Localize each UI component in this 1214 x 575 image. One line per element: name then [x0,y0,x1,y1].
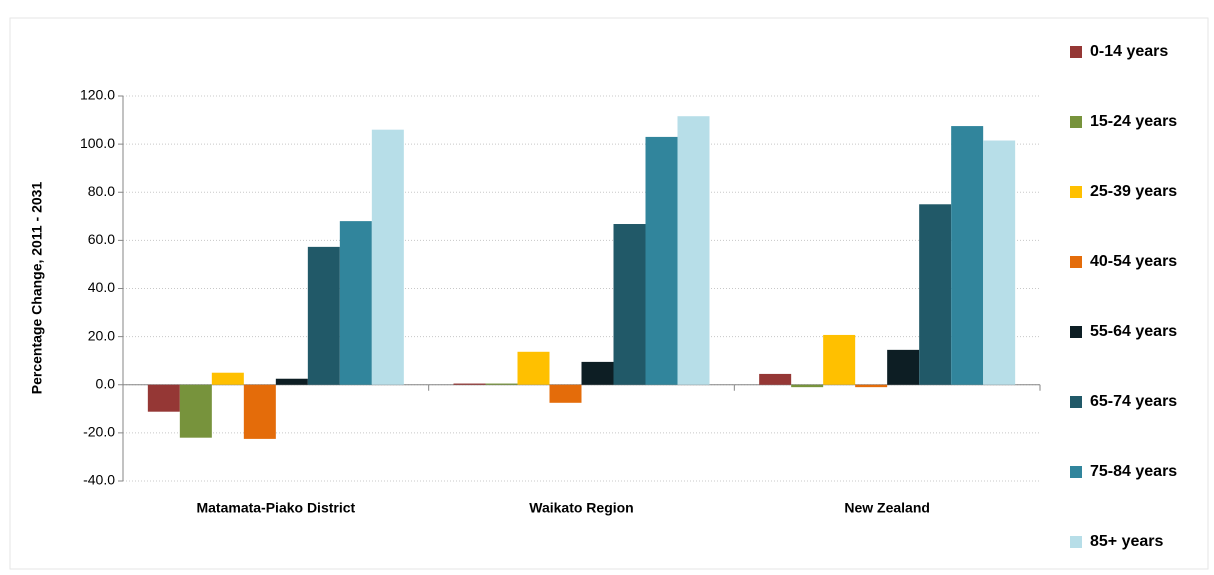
y-tick-label: 20.0 [88,327,115,343]
bar [677,116,710,385]
legend-label: 40-54 years [1090,253,1177,270]
x-tick-label: Waikato Region [529,500,634,516]
legend-swatch [1070,256,1082,268]
bar [951,126,984,385]
legend-swatch [1070,396,1082,408]
legend-label: 65-74 years [1090,393,1177,410]
bar [613,224,646,385]
bar [211,372,244,385]
legend-label: 25-39 years [1090,183,1177,200]
legend-label: 0-14 years [1090,43,1168,60]
bar [791,384,824,388]
bar [759,373,792,385]
legend-swatch [1070,116,1082,128]
bar [887,349,920,385]
bar [179,384,212,438]
bar [645,136,678,385]
y-tick-label: 100.0 [80,135,115,151]
y-tick-label: -20.0 [83,424,115,440]
legend-swatch [1070,466,1082,478]
x-tick-label: New Zealand [844,500,930,516]
y-tick-label: 60.0 [88,231,115,247]
bar [339,221,372,385]
bar [275,378,308,385]
legend-swatch [1070,186,1082,198]
y-tick-label: -40.0 [83,472,115,488]
bar [307,246,340,385]
bar [855,384,888,388]
y-axis-title: Percentage Change, 2011 - 2031 [29,182,45,395]
bar [919,204,952,385]
x-tick-label: Matamata-Piako District [196,500,355,516]
legend-swatch [1070,46,1082,58]
legend-label: 85+ years [1090,533,1164,550]
bar [581,361,614,385]
legend-label: 15-24 years [1090,113,1177,130]
bar [371,129,404,385]
bar [453,383,486,385]
legend-swatch [1070,326,1082,338]
bar [517,351,550,385]
bar [549,384,582,403]
bar [243,384,276,439]
y-tick-label: 0.0 [96,375,116,391]
bar [147,384,180,412]
bar [983,140,1016,385]
y-tick-label: 120.0 [80,87,115,103]
y-tick-label: 80.0 [88,183,115,199]
legend-label: 55-64 years [1090,323,1177,340]
chart-border [9,17,1209,570]
y-tick-label: 40.0 [88,279,115,295]
legend-label: 75-84 years [1090,463,1177,480]
legend-swatch [1070,536,1082,548]
bar [823,334,856,385]
bar [485,383,518,385]
